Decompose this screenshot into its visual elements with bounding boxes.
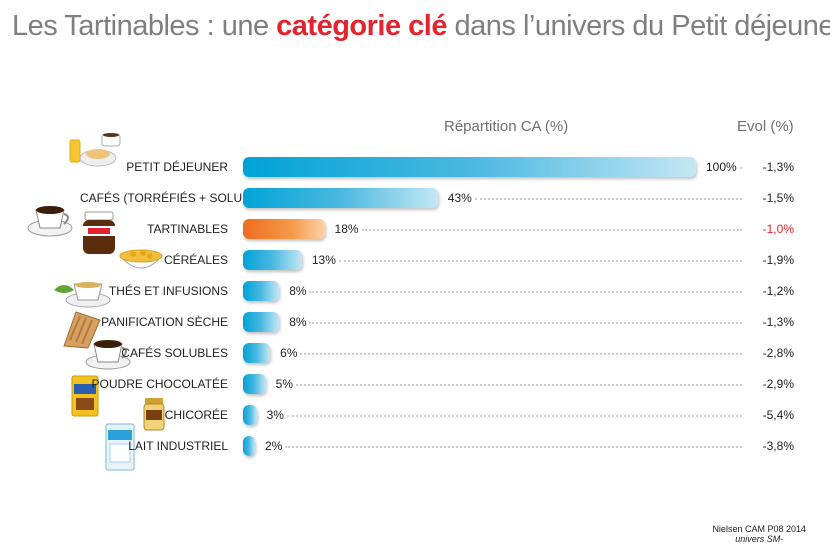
value-label: 5% — [275, 377, 293, 391]
value-label: 2% — [265, 439, 283, 453]
value-label: 43% — [447, 191, 472, 205]
category-label: CAFÉS SOLUBLES — [121, 346, 228, 360]
evol-label: -1,0% — [762, 222, 794, 236]
value-label: 8% — [289, 284, 307, 298]
category-label: TARTINABLES — [147, 222, 228, 236]
chart-title: Les Tartinables : une catégorie clé dans… — [12, 10, 830, 42]
leader-dots — [361, 229, 742, 231]
bar — [243, 157, 696, 177]
category-label: POUDRE CHOCOLATÉE — [91, 377, 228, 391]
value-label: 13% — [311, 253, 336, 267]
bar — [243, 281, 280, 301]
leader-dots — [740, 167, 742, 169]
evol-label: -1,5% — [762, 191, 794, 205]
bar — [243, 405, 257, 425]
bar — [243, 374, 266, 394]
leader-dots — [300, 353, 742, 355]
bar — [243, 219, 325, 239]
leader-dots — [309, 322, 742, 324]
nutella-jar-icon — [83, 211, 115, 254]
leader-dots — [295, 384, 742, 386]
leader-dots — [338, 260, 742, 262]
evol-label: -1,3% — [762, 315, 794, 329]
evol-label: -1,2% — [762, 284, 794, 298]
leader-dots — [285, 446, 742, 448]
bar — [243, 188, 438, 208]
evol-label: -2,9% — [762, 377, 794, 391]
category-label: LAIT INDUSTRIEL — [128, 439, 228, 453]
source-note: Nielsen CAM P08 2014 univers SM- — [712, 524, 806, 544]
value-label: 3% — [266, 408, 284, 422]
value-label: 6% — [280, 346, 298, 360]
cereal-bowl-icon — [118, 249, 164, 269]
evol-label: -1,9% — [762, 253, 794, 267]
category-label: CAFÉS (TORRÉFIÉS + SOLUBLES) — [80, 191, 277, 205]
bar — [243, 343, 271, 363]
category-label: CHICORÉE — [164, 408, 228, 422]
milk-box-icon — [105, 423, 135, 471]
leader-dots — [309, 291, 742, 293]
value-label: 8% — [289, 315, 307, 329]
chocolate-powder-box-icon — [71, 375, 99, 417]
category-label: CÉRÉALES — [163, 253, 228, 267]
category-label: PANIFICATION SÈCHE — [101, 315, 228, 329]
title-highlight: catégorie clé — [276, 10, 447, 42]
evol-label: -1,3% — [762, 160, 794, 174]
source-line-1: Nielsen CAM P08 2014 — [712, 524, 806, 534]
coffee-cup-icon — [27, 206, 73, 237]
value-label: 100% — [706, 160, 737, 174]
value-label: 18% — [334, 222, 359, 236]
bar — [243, 312, 280, 332]
bar — [243, 436, 255, 456]
share-column-header: Répartition CA (%) — [444, 118, 569, 135]
evol-label: -5,4% — [762, 408, 794, 422]
category-label: PETIT DÉJEUNER — [126, 160, 228, 174]
tea-cup-icon — [54, 282, 111, 308]
category-label: THÉS ET INFUSIONS — [108, 284, 228, 298]
evol-column-header: Evol (%) — [737, 118, 794, 135]
leader-dots — [286, 415, 742, 417]
chicory-jar-icon — [143, 398, 165, 431]
breakfast-icon — [69, 133, 121, 167]
instant-coffee-cup-icon — [85, 340, 131, 370]
evol-label: -3,8% — [762, 439, 794, 453]
crispbread-icon — [63, 311, 101, 349]
evol-label: -2,8% — [762, 346, 794, 360]
bar — [243, 250, 302, 270]
source-line-2: univers SM- — [735, 534, 784, 544]
leader-dots — [474, 198, 742, 200]
